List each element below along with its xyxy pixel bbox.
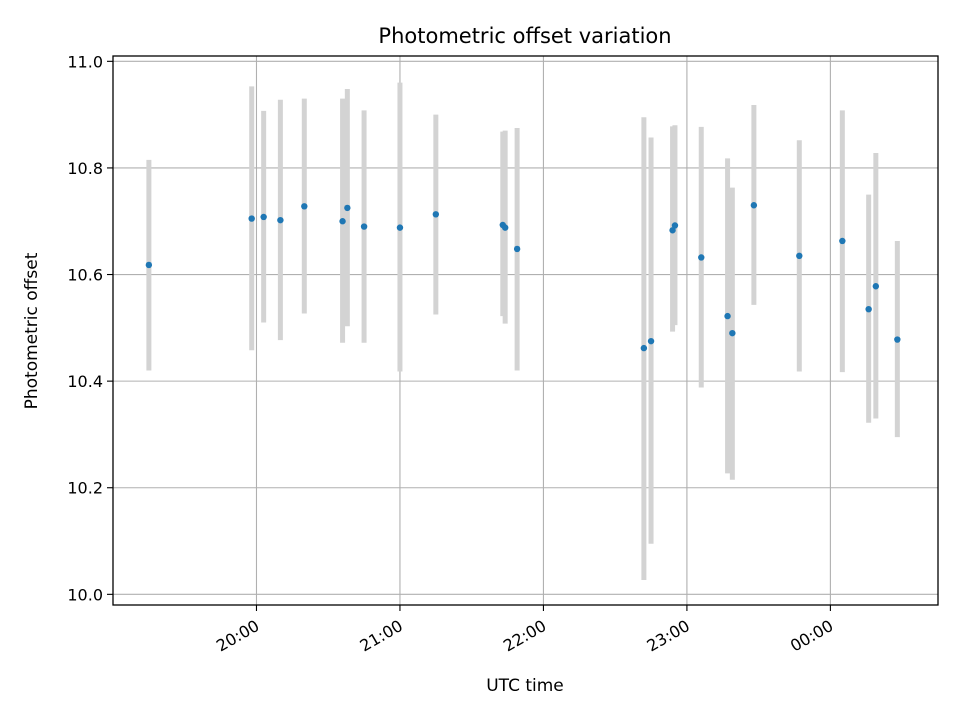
y-tick-label: 10.6 [67,266,103,285]
y-axis-label: Photometric offset [22,252,42,409]
data-point [872,283,880,290]
data-point [513,245,521,253]
data-point [360,223,368,230]
data-point [145,261,153,269]
y-tick-label: 10.0 [67,585,103,604]
data-point [396,224,404,231]
data-point [865,305,872,313]
data-point [344,204,351,212]
data-point [839,237,846,245]
data-point [724,312,731,320]
y-tick-label: 10.4 [67,372,103,391]
data-point [796,252,803,260]
y-tick-label: 10.2 [67,479,103,498]
data-point [339,218,346,225]
y-tick-label: 11.0 [67,52,103,71]
data-point [501,224,509,231]
x-axis-label: UTC time [486,676,564,696]
data-point [301,203,308,210]
plot-frame [112,55,939,606]
data-point [647,337,655,345]
data-point [729,329,736,337]
chart-title: Photometric offset variation [378,24,671,48]
data-point [640,344,648,352]
data-point [260,213,267,221]
data-points [145,202,901,352]
y-tick-label: 10.8 [67,159,103,178]
data-point [894,336,901,343]
data-point [277,216,284,224]
y-axis-ticks: 10.0 10.2 10.4 10.6 10.8 11.0 [67,52,113,604]
data-point [432,211,440,218]
data-point [698,254,705,261]
data-point [671,222,679,229]
data-point [669,227,676,234]
data-point [750,202,758,209]
data-point [248,215,255,222]
